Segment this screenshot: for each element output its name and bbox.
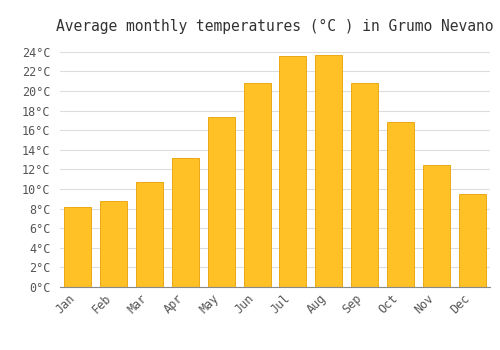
- Bar: [208, 118, 234, 287]
- Bar: [244, 83, 270, 287]
- Bar: [172, 158, 199, 287]
- Title: Average monthly temperatures (°C ) in Grumo Nevano: Average monthly temperatures (°C ) in Gr…: [56, 19, 494, 34]
- Bar: [387, 122, 414, 287]
- Bar: [316, 55, 342, 287]
- Bar: [423, 164, 450, 287]
- Bar: [100, 201, 127, 287]
- Bar: [458, 194, 485, 287]
- Bar: [64, 206, 92, 287]
- Bar: [136, 182, 163, 287]
- Bar: [280, 56, 306, 287]
- Bar: [351, 83, 378, 287]
